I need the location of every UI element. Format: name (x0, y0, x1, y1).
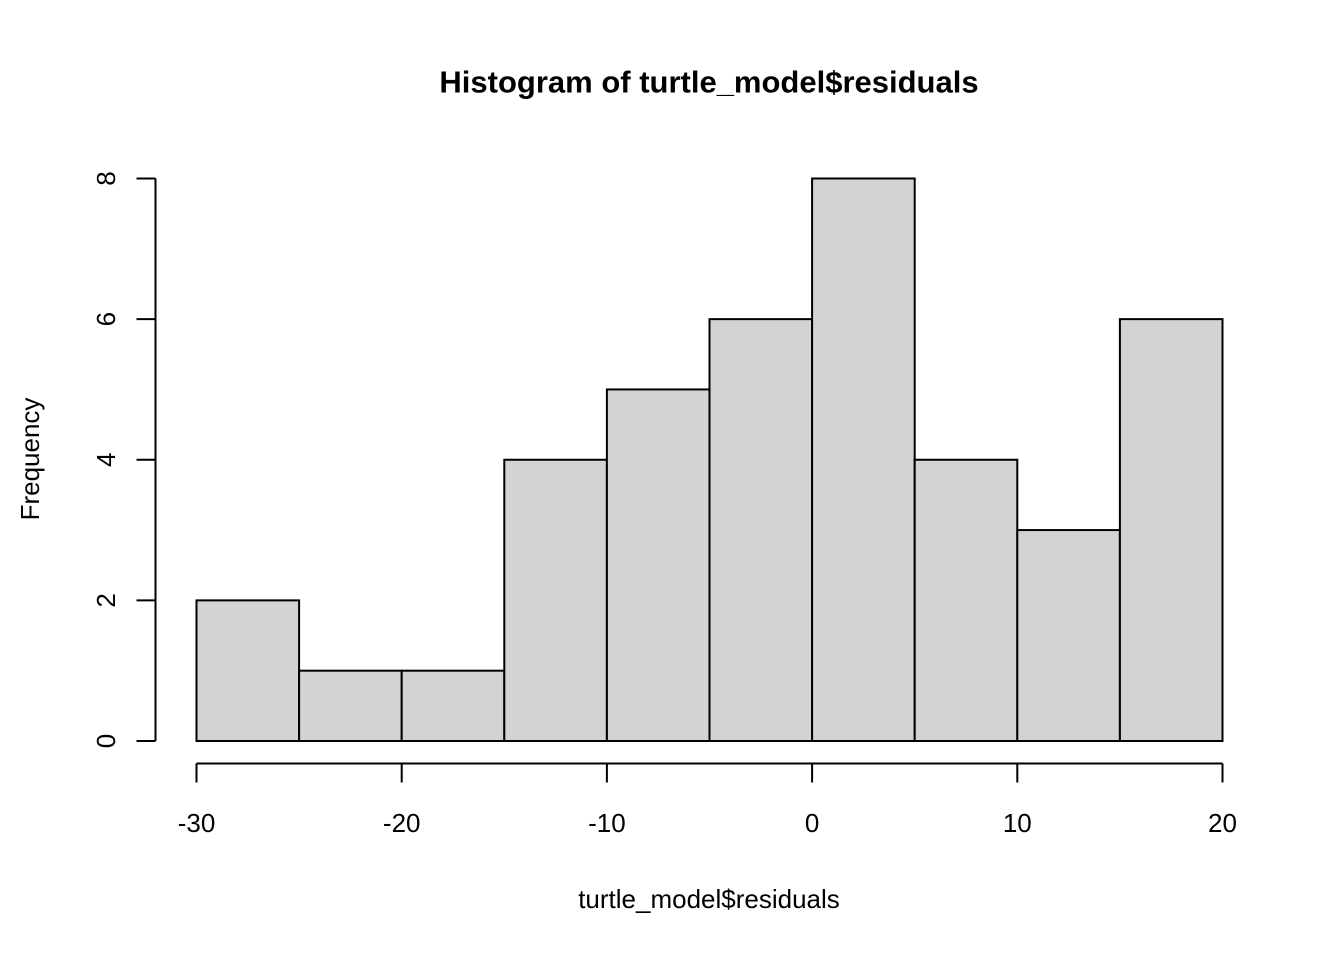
x-tick-label: -20 (383, 808, 421, 838)
histogram-bar (503, 458, 608, 742)
x-axis-title: turtle_model$residuals (578, 884, 840, 914)
y-axis-title: Frequency (15, 398, 45, 521)
x-tick-label: 20 (1208, 808, 1237, 838)
histogram-bar (913, 458, 1019, 742)
y-tick-label: 2 (91, 593, 121, 607)
y-tick-label: 4 (91, 453, 121, 467)
histogram-bar (195, 599, 301, 742)
histogram-bar (708, 318, 814, 742)
y-axis: 0 2 4 6 8 (91, 171, 157, 748)
chart-title: Histogram of turtle_model$residuals (439, 65, 978, 100)
histogram-bar (811, 177, 916, 742)
x-tick-label: -30 (178, 808, 216, 838)
histogram-bar (400, 669, 506, 742)
x-tick-label: 10 (1003, 808, 1032, 838)
histogram-bar (1016, 529, 1121, 742)
histogram-bar (605, 388, 711, 742)
x-axis: -30 -20 -10 0 10 20 (178, 762, 1237, 838)
histogram-bar (1118, 318, 1224, 742)
histogram-bars (195, 177, 1224, 742)
y-tick-label: 8 (91, 171, 121, 185)
x-tick-label: -10 (588, 808, 626, 838)
histogram-bar (298, 669, 403, 742)
y-tick-label: 0 (91, 734, 121, 748)
x-tick-label: 0 (805, 808, 819, 838)
y-tick-label: 6 (91, 312, 121, 326)
